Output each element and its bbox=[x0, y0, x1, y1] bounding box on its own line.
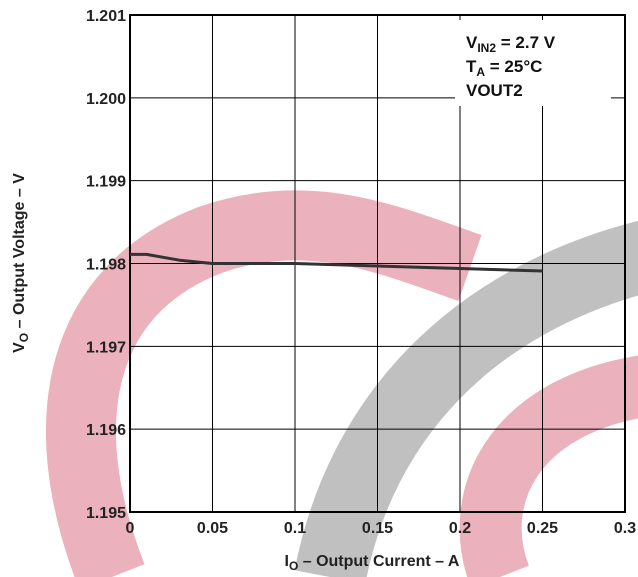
series-line bbox=[130, 252, 543, 273]
x-axis-title: IO – Output Current – A bbox=[285, 553, 460, 573]
x-tick-label: 0.05 bbox=[197, 520, 228, 537]
watermark-red-loop bbox=[459, 355, 638, 577]
annotation-line: VOUT2 bbox=[466, 81, 523, 100]
x-axis-ticks: 0 0.05 0.1 0.15 0.2 0.25 0.3 bbox=[126, 520, 637, 537]
y-axis-ticks: 1.195 1.196 1.197 1.198 1.199 1.200 1.201 bbox=[86, 8, 126, 522]
y-tick-label: 1.196 bbox=[86, 422, 126, 439]
legend-box bbox=[455, 20, 611, 106]
y-tick-label: 1.197 bbox=[86, 339, 126, 356]
y-axis-title: VO – Output Voltage – V bbox=[11, 173, 31, 353]
y-tick-label: 1.195 bbox=[86, 505, 126, 522]
plot-frame bbox=[129, 14, 626, 513]
y-tick-label: 1.198 bbox=[86, 257, 126, 274]
x-tick-label: 0.2 bbox=[449, 520, 471, 537]
x-tick-label: 0.15 bbox=[362, 520, 393, 537]
y-tick-label: 1.199 bbox=[86, 174, 126, 191]
x-tick-label: 0.25 bbox=[527, 520, 558, 537]
watermark-red-arc bbox=[46, 190, 482, 577]
watermark bbox=[46, 190, 638, 577]
y-tick-label: 1.200 bbox=[86, 91, 126, 108]
watermark-gray-arc bbox=[294, 220, 638, 577]
series-layer bbox=[130, 252, 543, 273]
y-tick-label: 1.201 bbox=[86, 8, 126, 25]
annotation-block: VIN2 = 2.7 VTA = 25°C VOUT2 bbox=[466, 33, 556, 100]
x-tick-label: 0 bbox=[126, 520, 135, 537]
x-tick-label: 0.3 bbox=[614, 520, 636, 537]
annotation-line: TA = 25°C bbox=[466, 57, 542, 79]
x-tick-label: 0.1 bbox=[284, 520, 306, 537]
annotation-line: VIN2 = 2.7 V bbox=[466, 33, 556, 55]
